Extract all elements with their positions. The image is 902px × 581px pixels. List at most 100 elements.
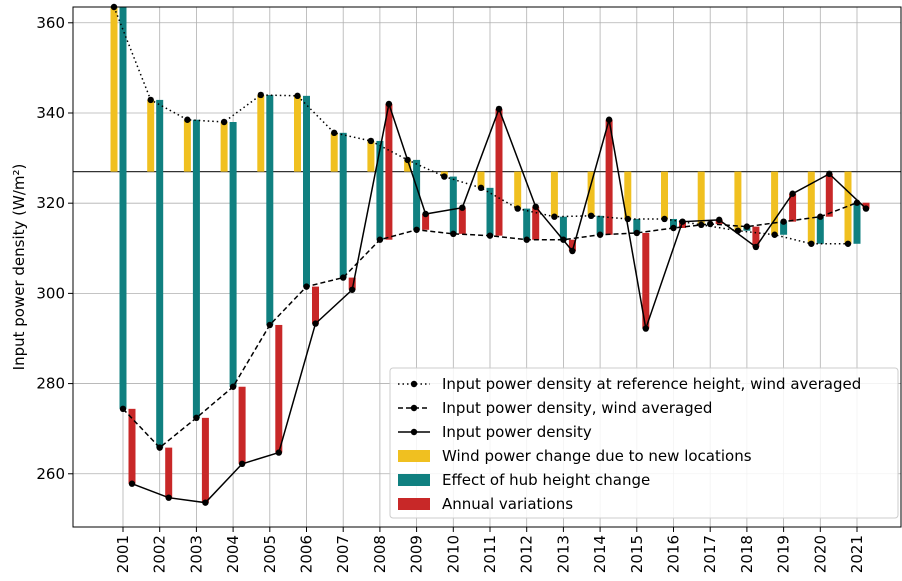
- marker: [661, 215, 668, 223]
- x-tick-label: 2009: [408, 535, 426, 573]
- bar: [312, 286, 319, 324]
- bar: [275, 324, 283, 453]
- x-tick-label: 2006: [298, 535, 316, 573]
- x-tick-label: 2016: [665, 535, 683, 573]
- marker: [156, 444, 163, 451]
- line: [113, 6, 848, 245]
- marker: [633, 229, 640, 237]
- marker: [229, 383, 237, 390]
- y-tick-label: 340: [36, 104, 65, 122]
- marker: [844, 240, 852, 247]
- marker: [771, 231, 778, 238]
- marker: [385, 100, 393, 108]
- bar: [514, 171, 522, 209]
- legend-label: Input power density, wind averaged: [442, 399, 712, 417]
- marker: [266, 321, 273, 329]
- bar: [559, 216, 567, 240]
- bar: [266, 94, 274, 325]
- marker: [193, 414, 200, 422]
- marker: [808, 240, 815, 247]
- bar: [376, 140, 384, 240]
- bar: [201, 417, 209, 503]
- bar: [816, 216, 824, 244]
- x-tick-label: 2014: [591, 535, 609, 573]
- x-tick-label: 2004: [224, 535, 242, 573]
- legend-label: Effect of hub height change: [442, 471, 650, 489]
- marker: [128, 480, 136, 487]
- bar: [495, 108, 503, 236]
- legend-box: [389, 367, 899, 519]
- marker: [743, 223, 751, 230]
- bar: [257, 94, 265, 172]
- bar: [605, 119, 613, 235]
- bar: [477, 171, 485, 188]
- bar: [458, 207, 466, 234]
- x-tick-label: 2021: [848, 535, 866, 573]
- x-tick-label: 2015: [628, 535, 646, 573]
- marker: [459, 204, 466, 211]
- bar: [587, 171, 595, 216]
- marker: [679, 218, 686, 225]
- marker: [147, 96, 154, 104]
- x-tick-label: 2011: [481, 535, 499, 573]
- marker: [780, 218, 787, 225]
- bar: [661, 171, 668, 219]
- marker: [413, 226, 420, 233]
- bar: [348, 277, 356, 290]
- x-tick-label: 2020: [811, 535, 829, 573]
- bar: [825, 173, 833, 217]
- marker: [202, 499, 209, 506]
- y-tick-label: 280: [36, 375, 65, 393]
- plot-frame: [72, 6, 902, 528]
- bar: [780, 221, 788, 235]
- legend-label: Input power density at reference height,…: [442, 375, 861, 393]
- bar: [523, 208, 531, 240]
- x-tick-label: 2003: [187, 535, 205, 573]
- x-tick-label: 2010: [444, 535, 462, 573]
- marker: [605, 116, 613, 123]
- marker: [532, 203, 539, 210]
- marker: [817, 213, 824, 220]
- marker: [349, 286, 356, 293]
- marker: [441, 173, 448, 180]
- bar: [385, 103, 393, 240]
- legend-swatch: [398, 474, 430, 486]
- marker: [119, 405, 127, 413]
- legend-swatch: [398, 498, 430, 510]
- x-tick-label: 2012: [518, 535, 536, 573]
- marker: [523, 236, 530, 243]
- bar: [110, 7, 118, 172]
- bar: [119, 7, 127, 409]
- bar: [568, 239, 576, 251]
- y-tick-label: 360: [36, 14, 65, 32]
- bar: [404, 159, 412, 172]
- bar: [156, 99, 164, 448]
- marker: [514, 205, 521, 212]
- bar: [220, 122, 228, 172]
- bar: [192, 119, 200, 418]
- bar: [844, 171, 852, 244]
- marker: [642, 325, 649, 332]
- y-tick-label: 260: [36, 465, 65, 483]
- bar: [422, 214, 430, 230]
- marker: [340, 274, 347, 281]
- marker: [376, 236, 384, 243]
- bar: [532, 206, 540, 240]
- marker: [238, 460, 246, 468]
- bar: [550, 171, 558, 217]
- bar: [670, 218, 677, 228]
- bar: [238, 386, 246, 464]
- bar: [633, 218, 641, 233]
- legend-label: Wind power change due to new locations: [442, 447, 752, 465]
- marker: [331, 129, 338, 137]
- marker: [165, 494, 172, 501]
- legend-marker: [410, 428, 418, 436]
- x-tick-label: 2019: [775, 535, 793, 573]
- marker: [752, 243, 760, 251]
- marker: [220, 118, 228, 126]
- marker: [477, 184, 485, 192]
- x-tick-label: 2005: [261, 535, 279, 573]
- bar: [789, 193, 797, 222]
- x-tick-label: 2018: [738, 535, 756, 573]
- bar: [734, 171, 742, 231]
